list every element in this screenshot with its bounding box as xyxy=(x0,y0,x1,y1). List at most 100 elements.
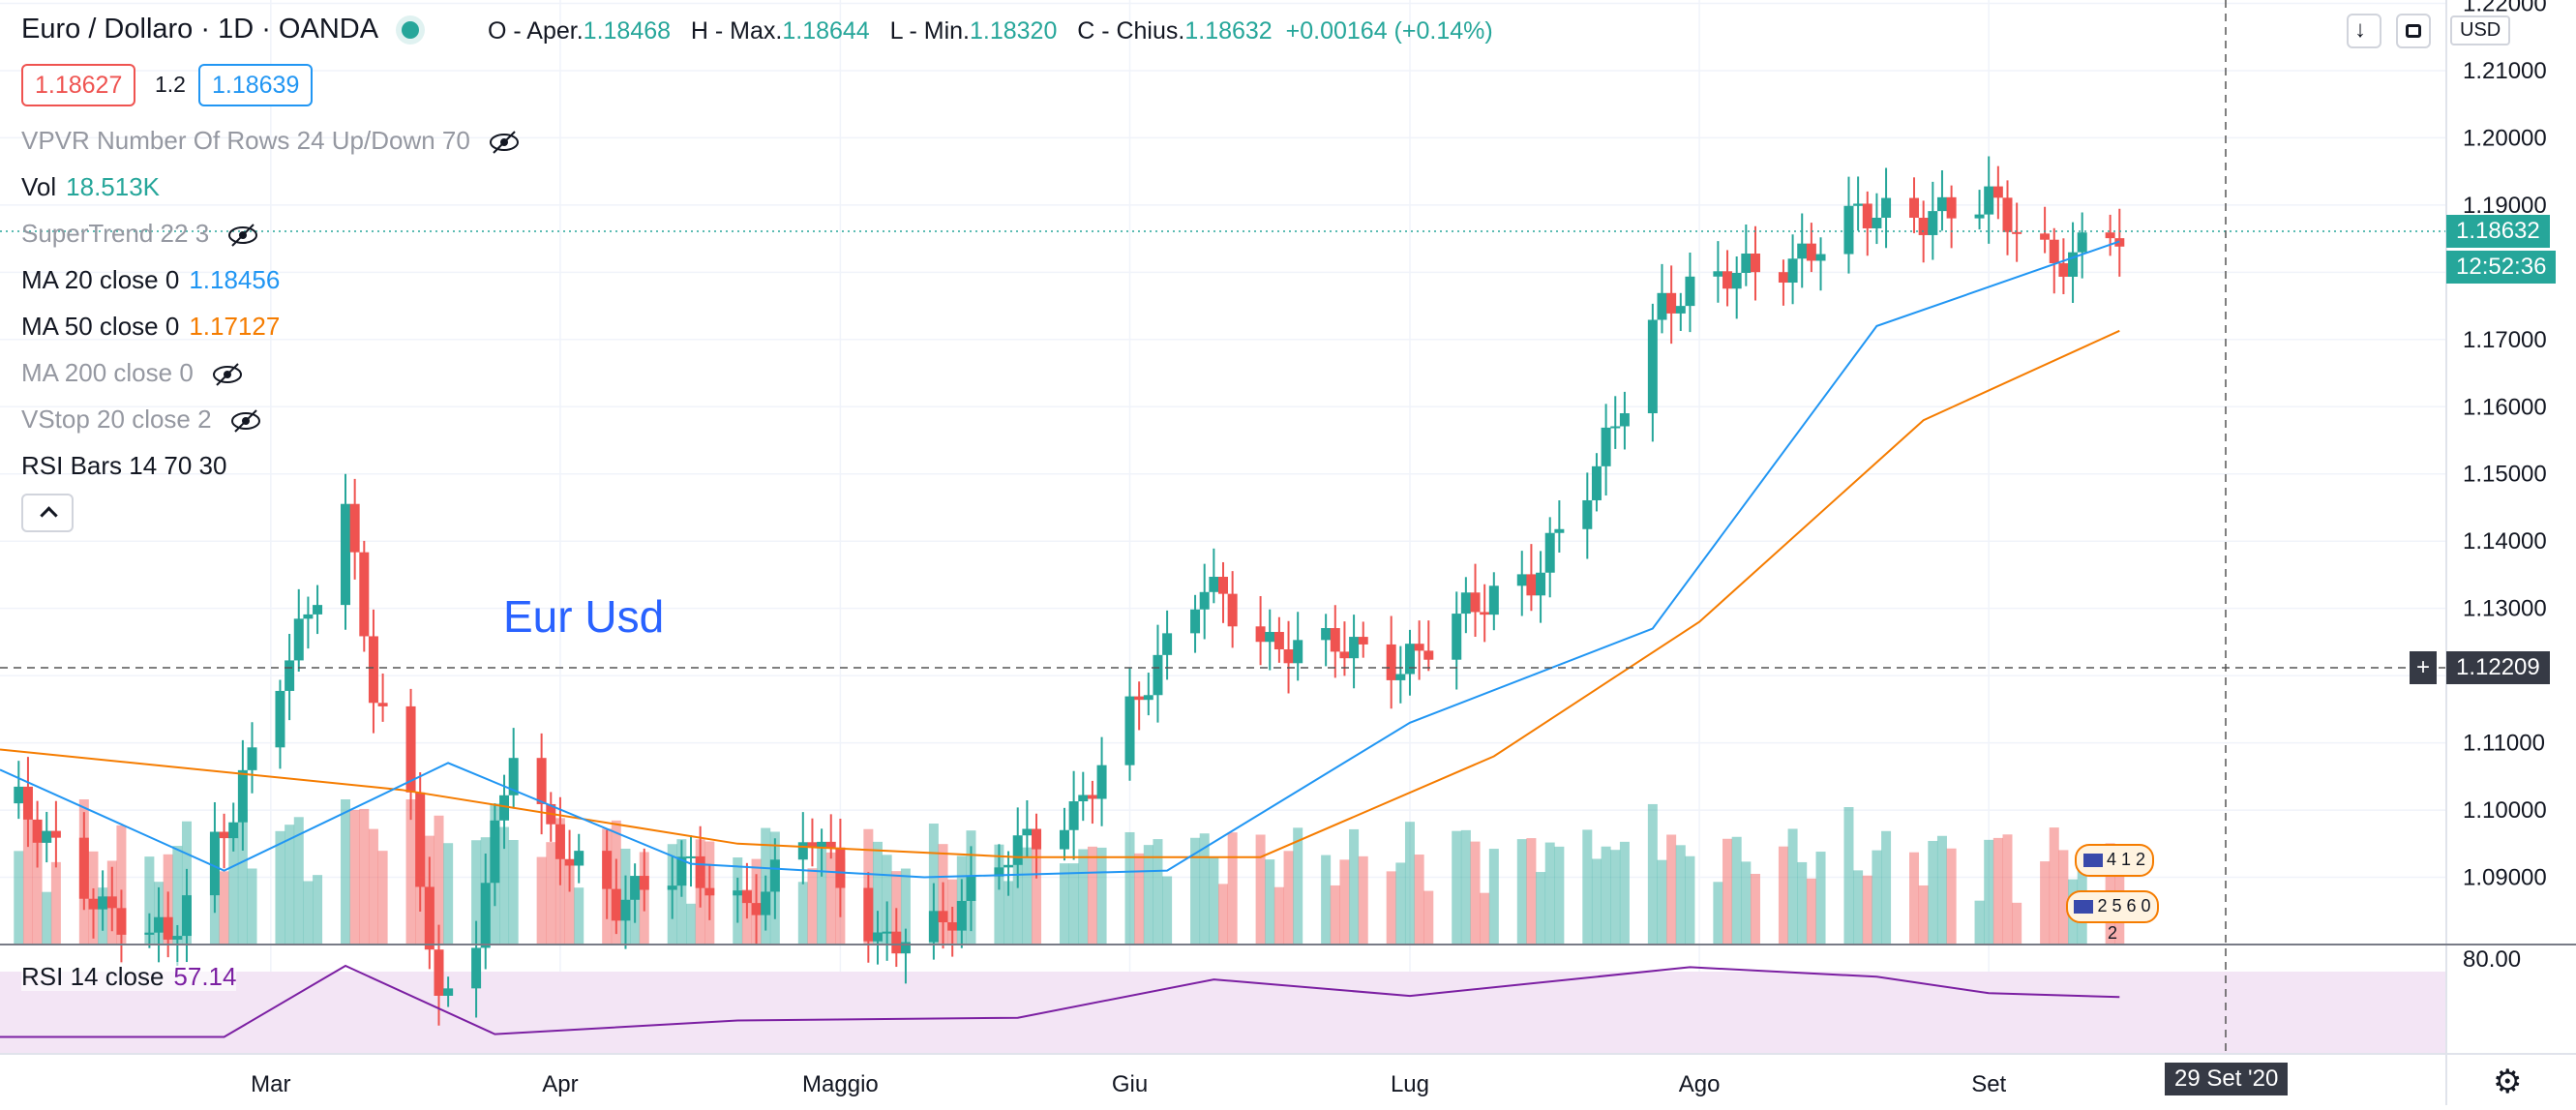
volume-bar xyxy=(1032,833,1042,945)
currency-label[interactable]: USD xyxy=(2450,15,2511,45)
chevron-up-icon xyxy=(40,506,58,525)
event-marker[interactable]: 2 5 6 0 2 xyxy=(2066,890,2159,943)
legend-vstop-label: VStop 20 close 2 xyxy=(21,405,212,434)
legend-ma200[interactable]: MA 200 close 0 xyxy=(21,358,244,387)
candle-body xyxy=(22,786,33,820)
candle-body xyxy=(313,605,323,615)
candle-body xyxy=(751,903,762,915)
legend-vol-value: 18.513K xyxy=(66,172,161,201)
legend-ma20[interactable]: MA 20 close 0 1.18456 xyxy=(21,265,280,294)
low-value: 1.18320 xyxy=(969,17,1058,45)
fullscreen-button[interactable] xyxy=(2396,14,2431,48)
annotation-text[interactable]: Eur Usd xyxy=(503,591,665,642)
volume-bar xyxy=(2040,861,2051,945)
candle-body xyxy=(377,703,388,706)
candle-body xyxy=(733,890,743,896)
collapse-legend-button[interactable] xyxy=(21,494,74,532)
crosshair-date-badge: 29 Set '20 xyxy=(2165,1063,2289,1095)
candle-body xyxy=(928,911,939,943)
volume-bar xyxy=(1404,822,1415,945)
volume-bar xyxy=(536,856,547,945)
volume-bar xyxy=(275,830,285,945)
legend-supertrend[interactable]: SuperTrend 22 3 xyxy=(21,219,259,248)
candle-body xyxy=(228,822,239,839)
volume-bar xyxy=(797,882,808,945)
rsi-line xyxy=(0,964,2120,1038)
volume-bar xyxy=(1293,827,1303,945)
candle-body xyxy=(1750,253,1760,273)
volume-bar xyxy=(1516,839,1527,945)
candle-body xyxy=(1872,218,1882,228)
hidden-eye-icon[interactable] xyxy=(211,362,244,387)
price-tick-label: 1.17000 xyxy=(2463,327,2547,353)
legend-rsi[interactable]: RSI 14 close 57.14 xyxy=(21,962,237,991)
legend-vpvr[interactable]: VPVR Number Of Rows 24 Up/Down 70 xyxy=(21,126,521,155)
candle-body xyxy=(2068,252,2079,277)
volume-bar xyxy=(377,851,388,945)
ma50-line xyxy=(0,329,2120,858)
volume-bar xyxy=(434,815,444,945)
close-label: C - Chius. xyxy=(1077,17,1185,45)
candle-body xyxy=(405,705,416,793)
price-tick-label: 1.09000 xyxy=(2463,865,2547,891)
hidden-eye-icon[interactable] xyxy=(488,130,521,155)
volume-bar xyxy=(219,871,229,945)
volume-bar xyxy=(1470,841,1481,945)
volume-bar xyxy=(349,809,360,945)
volume-bar xyxy=(1349,828,1360,945)
candle-body xyxy=(154,916,165,933)
volume-bar xyxy=(1283,851,1294,945)
event-marker[interactable]: 4 1 2 xyxy=(2075,844,2154,877)
volume-bar xyxy=(1936,835,1947,945)
candle-body xyxy=(564,858,575,866)
legend-ma50[interactable]: MA 50 close 0 1.17127 xyxy=(21,312,280,341)
volume-bar xyxy=(2049,827,2059,945)
volume-bar xyxy=(686,903,697,945)
settings-gear-icon[interactable]: ⚙ xyxy=(2493,1064,2523,1100)
candle-body xyxy=(761,891,771,915)
volume-bar xyxy=(1321,855,1332,945)
symbol-title[interactable]: Euro / Dollaro · 1D · OANDA xyxy=(21,14,420,45)
volume-bar xyxy=(471,840,482,945)
candle-body xyxy=(508,758,519,795)
volume-bar xyxy=(994,844,1004,945)
volume-bar xyxy=(1731,836,1742,945)
candle-body xyxy=(620,899,631,921)
scroll-down-button[interactable]: ↓ xyxy=(2347,14,2381,48)
candle-body xyxy=(1853,203,1864,206)
crosshair-plus-button[interactable]: + xyxy=(2410,651,2437,684)
candle-body xyxy=(1190,609,1201,634)
sell-price-button[interactable]: 1.18627 xyxy=(21,64,136,106)
candle-body xyxy=(817,841,827,848)
candle-body xyxy=(882,931,892,934)
legend-vol[interactable]: Vol 18.513K xyxy=(21,172,160,201)
volume-bar xyxy=(564,863,575,945)
candle-body xyxy=(2105,232,2115,239)
candle-body xyxy=(1153,654,1163,696)
volume-bar xyxy=(1591,858,1602,945)
symbol-name[interactable]: Euro / Dollaro · 1D · OANDA xyxy=(21,14,379,45)
volume-bar xyxy=(1666,834,1677,945)
candle-body xyxy=(825,841,836,848)
volume-bar xyxy=(1096,847,1107,945)
us-flag-icon xyxy=(2074,900,2094,915)
volume-bar xyxy=(1787,828,1798,945)
candle-body xyxy=(1283,649,1294,664)
legend-rsi-bars[interactable]: RSI Bars 14 70 30 xyxy=(21,451,226,480)
candle-body xyxy=(2012,231,2022,234)
buy-price-button[interactable]: 1.18639 xyxy=(198,64,314,106)
hidden-eye-icon[interactable] xyxy=(226,223,259,248)
hidden-eye-icon[interactable] xyxy=(229,408,262,434)
candle-body xyxy=(1787,258,1798,284)
volume-bar xyxy=(1853,870,1864,945)
candle-body xyxy=(2040,233,2051,240)
time-tick-label: Set xyxy=(1971,1071,2006,1097)
candle-body xyxy=(704,887,715,896)
time-axis: Mar Apr Maggio Giu Lug Ago Set xyxy=(251,1071,2006,1097)
candle-body xyxy=(1984,186,1994,215)
close-value: 1.18632 xyxy=(1184,17,1273,45)
legend-vstop[interactable]: VStop 20 close 2 xyxy=(21,405,262,434)
candle-body xyxy=(359,552,370,637)
